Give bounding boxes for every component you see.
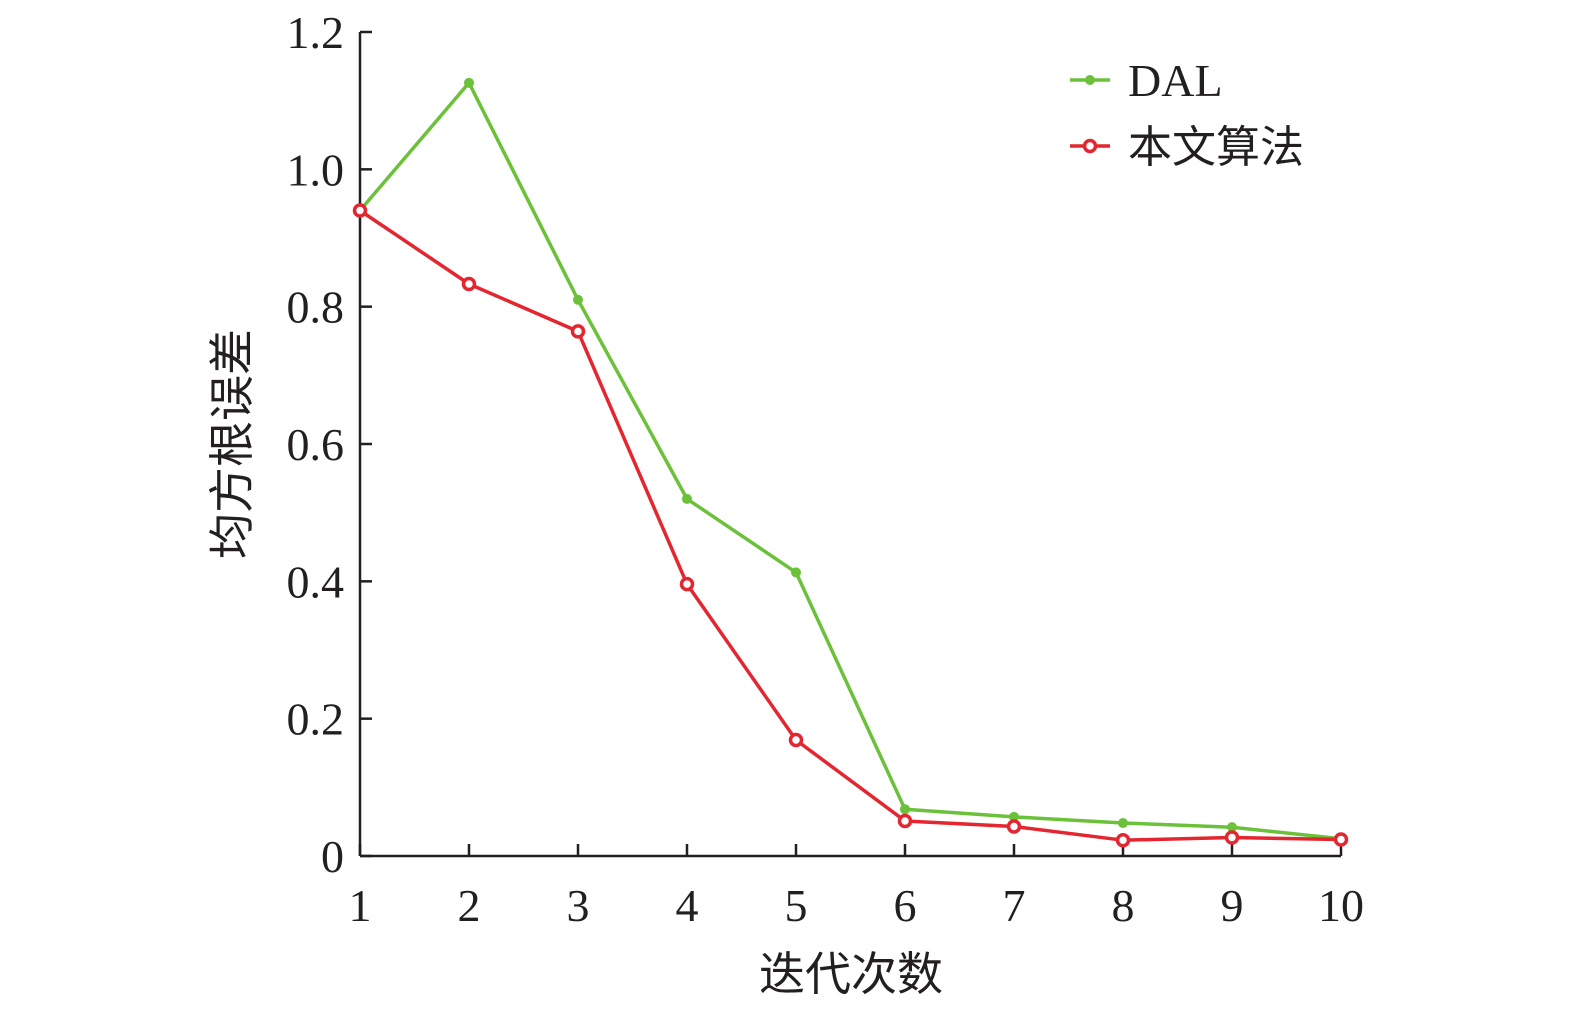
x-tick-label: 6 [894,880,917,931]
legend-marker [1085,75,1095,85]
data-point [897,813,913,829]
data-point [791,567,801,578]
data-point [682,493,692,504]
data-point [464,77,474,88]
y-tick-label: 1.2 [287,7,345,58]
legend-item: 本文算法 [1070,122,1304,173]
x-tick-label: 3 [567,880,590,931]
data-series [352,77,1349,848]
y-tick-label: 0.2 [287,694,345,745]
legend-marker [1082,138,1098,154]
legend-label: 本文算法 [1128,122,1304,173]
data-point [900,804,910,815]
data-point [679,576,695,592]
legend-label: DAL [1128,55,1223,106]
x-tick-label: 7 [1003,880,1026,931]
x-axis-title: 迭代次数 [759,947,943,1001]
x-tick-label: 10 [1318,880,1364,931]
y-axis-title: 均方根误差 [205,329,259,559]
data-point [1333,832,1349,847]
data-point [573,294,583,305]
data-point [1227,822,1237,833]
y-axis-ticks: 0 0.2 0.4 0.6 0.8 1.0 1.2 [287,7,372,882]
data-point [1118,818,1128,829]
y-tick-label: 0.4 [287,556,345,607]
series-line [358,81,1342,841]
y-tick-label: 0 [321,831,344,882]
data-point [570,324,586,339]
series-1 [355,77,1346,844]
y-tick-label: 0.6 [287,419,345,470]
data-point [352,203,368,218]
data-point [1006,819,1022,834]
x-tick-label: 2 [458,880,481,931]
data-point [788,732,804,748]
y-tick-label: 0.8 [287,282,345,333]
x-tick-label: 9 [1221,880,1244,931]
series-2 [352,203,1349,848]
x-tick-label: 5 [785,880,808,931]
x-tick-label: 1 [349,880,372,931]
x-axis-ticks: 1 2 3 4 5 6 7 8 9 10 [349,844,1364,931]
legend: DAL 本文算法 [1070,55,1304,173]
data-point [1224,830,1240,845]
series-line [359,209,1342,842]
data-point [1009,811,1019,822]
y-tick-label: 1.0 [287,144,345,195]
x-tick-label: 4 [676,880,699,931]
legend-item: DAL [1070,55,1223,106]
data-point [1115,832,1131,848]
x-tick-label: 8 [1112,880,1135,931]
data-point [461,276,477,292]
